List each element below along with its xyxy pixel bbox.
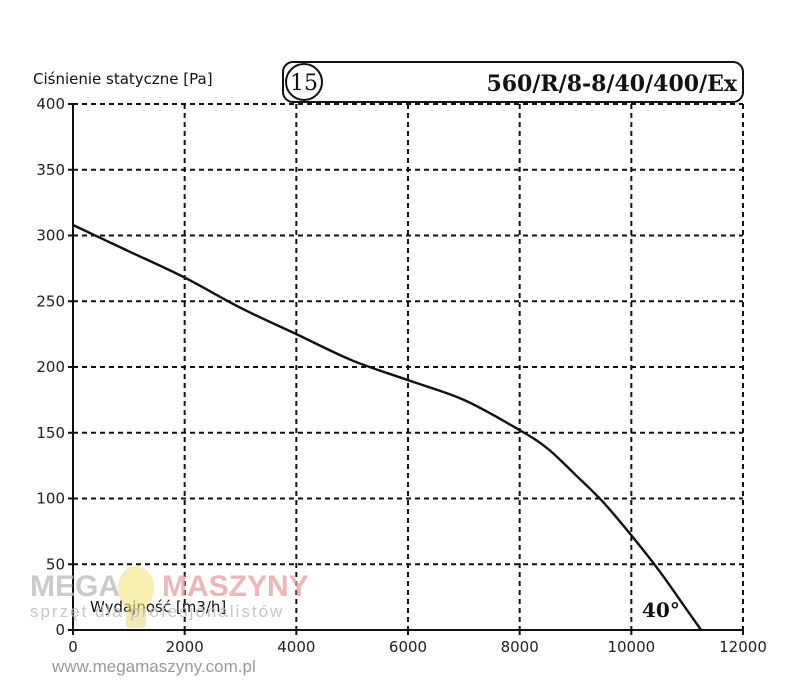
y-tick-label: 100 xyxy=(36,490,65,508)
y-tick-label: 400 xyxy=(36,95,65,113)
curve-number-badge xyxy=(285,63,323,101)
model-code: 560/R/8-8/40/400/Ex xyxy=(486,71,737,97)
x-tick-label: 10000 xyxy=(607,638,655,656)
y-axis-ticks: 0 50 100 150 200 250 300 350 400 xyxy=(36,95,73,639)
x-tick-label: 6000 xyxy=(389,638,427,656)
watermark: MEGA MASZYNY sprzęt dla profesjonalistów… xyxy=(30,566,309,676)
x-tick-label: 12000 xyxy=(719,638,767,656)
y-tick-label: 0 xyxy=(55,621,65,639)
curve-number: 15 xyxy=(290,71,318,96)
x-tick-label: 4000 xyxy=(277,638,315,656)
x-tick-label: 8000 xyxy=(501,638,539,656)
y-tick-label: 250 xyxy=(36,292,65,310)
watermark-logo-right: MASZYNY xyxy=(162,570,309,603)
y-tick-label: 350 xyxy=(36,161,65,179)
x-axis-ticks: 0 2000 4000 6000 8000 10000 12000 xyxy=(68,630,767,656)
y-axis-label: Ciśnienie statyczne [Pa] xyxy=(33,70,213,88)
x-tick-label: 2000 xyxy=(166,638,204,656)
chart-grid xyxy=(73,103,744,630)
model-header-box xyxy=(282,61,744,103)
model-header: 15 560/R/8-8/40/400/Ex xyxy=(282,61,744,103)
watermark-url: www.megamaszyny.com.pl xyxy=(51,657,256,676)
lightbulb-icon xyxy=(118,566,154,628)
series-layer xyxy=(72,223,703,631)
x-tick-label: 0 xyxy=(68,638,78,656)
watermark-logo-left: MEGA xyxy=(30,570,120,603)
y-tick-label: 200 xyxy=(36,358,65,376)
series-line xyxy=(72,223,703,631)
y-tick-label: 150 xyxy=(36,424,65,442)
y-tick-label: 300 xyxy=(36,227,65,245)
watermark-tagline: sprzęt dla profesjonalistów xyxy=(30,602,284,621)
y-tick-label: 50 xyxy=(46,555,65,573)
blade-angle-label: 40° xyxy=(642,598,680,622)
